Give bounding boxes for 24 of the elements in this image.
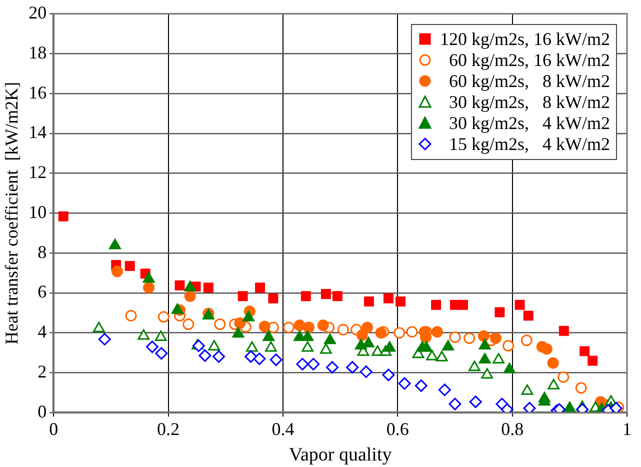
legend-label: 120 kg/m2s, 16 kW/m2 xyxy=(440,28,610,50)
y-tick-label: 20 xyxy=(28,2,47,23)
y-tick-label: 6 xyxy=(38,282,47,302)
y-tick-label: 12 xyxy=(28,162,47,182)
x-axis-title: Vapor quality xyxy=(288,444,392,466)
x-tick-label: 0.4 xyxy=(272,419,294,440)
y-tick-label: 10 xyxy=(28,202,47,222)
legend-label: 30 kg/m2s, 8 kW/m2 xyxy=(449,92,610,113)
legend-label: 60 kg/m2s, 8 kW/m2 xyxy=(449,70,610,92)
y-tick-label: 14 xyxy=(28,122,47,142)
x-tick-label: 1 xyxy=(622,419,632,440)
legend-label: 30 kg/m2s, 4 kW/m2 xyxy=(449,112,610,134)
x-tick-label: 0.2 xyxy=(157,419,180,440)
legend-label: 60 kg/m2s, 16 kW/m2 xyxy=(449,50,610,71)
y-tick-label: 0 xyxy=(38,401,47,422)
y-tick-label: 4 xyxy=(38,322,47,342)
y-tick-label: 8 xyxy=(38,242,47,262)
y-tick-label: 18 xyxy=(28,42,47,62)
x-tick-label: 0.8 xyxy=(501,419,524,440)
y-axis-title: Heat transfer coefficient [kW/m2K] xyxy=(2,82,22,344)
legend-label: 15 kg/m2s, 4 kW/m2 xyxy=(449,134,610,155)
x-tick-label: 0.6 xyxy=(386,419,409,440)
y-tick-label: 16 xyxy=(28,82,47,102)
y-tick-label: 2 xyxy=(38,361,47,382)
